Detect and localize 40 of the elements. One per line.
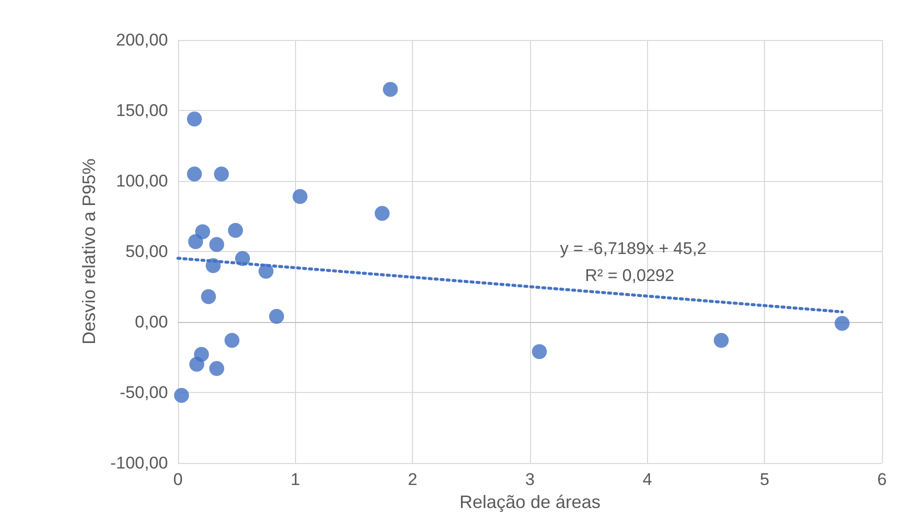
x-tick-label: 4 [642,470,652,489]
point [209,361,224,376]
y-tick-label: -50,00 [120,383,168,402]
point [201,289,216,304]
annotation: R² = 0,0292 [585,266,674,285]
point [382,82,398,97]
x-tick-label: 0 [173,470,183,489]
point [189,356,204,372]
y-tick-label: 200,00 [116,30,168,50]
point [269,308,284,324]
point [195,224,210,240]
point [174,388,190,403]
y-tick-label: 50,00 [125,242,168,261]
point [292,189,308,204]
point [714,332,729,348]
x-tick-label: 1 [290,470,300,489]
y-axis-title: Desvio relativo a P95% [79,158,99,345]
point [188,234,204,250]
y-tick-label: 100,00 [116,172,168,190]
point [186,111,202,126]
y-tick-label: 150,00 [116,101,168,120]
x-axis-title: Relação de áreas [459,492,601,512]
point [834,316,850,331]
point [532,344,547,360]
y-tick-label: 0,00 [134,312,168,332]
point [235,251,250,266]
x-tick-label: 6 [877,470,887,489]
point [214,166,229,182]
point [209,236,224,252]
point [224,332,240,348]
point [186,166,202,182]
point [374,206,390,221]
x-tick-label: 2 [408,470,418,489]
annotation: y = -6,7189x + 45,2 [560,239,706,258]
point [206,258,221,274]
x-tick-label: 3 [525,470,535,489]
point [228,222,243,238]
y-tick-label: -100,00 [110,454,168,472]
point [258,264,274,279]
x-tick-label: 5 [760,470,770,489]
